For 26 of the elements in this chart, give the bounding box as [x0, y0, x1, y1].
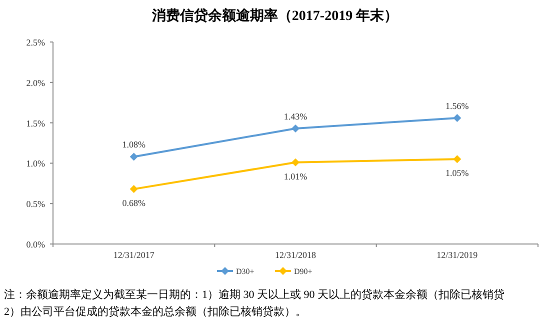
- point: [292, 124, 300, 132]
- text: 注：余额逾期率定义为截至某一日期的：1）逾期 30 天以上或 90 天以上的贷款本金余额（扣除已核销贷: [4, 288, 504, 301]
- data-label: 1.56%: [446, 100, 470, 111]
- point: [130, 185, 138, 194]
- point: [453, 155, 462, 164]
- x-tick-label: 12/31/2017: [113, 250, 155, 260]
- chart-title: 消费信贷余额逾期率（2017-2019 年末）: [150, 7, 398, 24]
- data-label: 1.01%: [284, 171, 308, 182]
- data-label: 1.05%: [446, 168, 470, 178]
- data-label: 0.68%: [122, 198, 146, 208]
- y-tick-label: 0.5%: [26, 199, 46, 210]
- point: [130, 152, 138, 161]
- legend-label: D30+: [236, 267, 255, 276]
- x-tick-label: 12/31/2018: [274, 250, 316, 260]
- data-label: 1.08%: [122, 140, 146, 150]
- y-tick-label: 2.0%: [26, 78, 46, 88]
- y-tick-label: 1.0%: [26, 158, 46, 169]
- text: 2）由公司平台促成的贷款本金的总余额（扣除已核销贷款）。: [4, 305, 306, 318]
- legend-label: D90+: [294, 267, 313, 276]
- y-tick-label: 2.5%: [26, 38, 46, 48]
- x-tick-label: 12/31/2019: [436, 250, 478, 260]
- point: [453, 114, 462, 122]
- y-tick-label: 0.0%: [26, 240, 46, 250]
- y-tick-label: 1.5%: [26, 118, 46, 128]
- data-label: 1.43%: [284, 111, 308, 122]
- point: [292, 158, 300, 166]
